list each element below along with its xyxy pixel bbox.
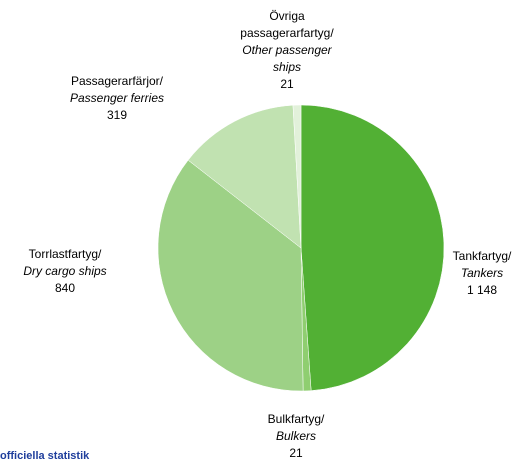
- category-label-en: Dry cargo ships: [23, 264, 107, 278]
- data-label: 21: [280, 77, 294, 91]
- data-label: 1 148: [466, 283, 498, 297]
- category-label: Passagerarfärjor/: [70, 74, 164, 88]
- slice-label: Övriga passagerarfartyg/Other passenger …: [231, 8, 343, 93]
- pie-slice: [292, 104, 302, 249]
- pie-slice: [187, 104, 302, 249]
- category-label-en: Passenger ferries: [69, 91, 165, 105]
- slice-label: Tankfartyg/Tankers 1 148: [432, 248, 525, 299]
- category-label-en: Bulkers: [275, 429, 316, 443]
- pie-slice: [157, 159, 304, 392]
- category-label: Övriga passagerarfartyg/: [240, 9, 334, 40]
- slice-label: Bulkfartyg/Bulkers 21: [246, 411, 346, 462]
- data-label: 840: [54, 281, 76, 295]
- category-label: Tankfartyg/: [452, 249, 512, 263]
- slice-label: Torrlastfartyg/Dry cargo ships 840: [0, 246, 130, 297]
- category-label: Bulkfartyg/: [267, 412, 325, 426]
- pie-slice: [300, 104, 445, 391]
- category-label-en: Tankers: [460, 266, 504, 280]
- data-label: 21: [289, 446, 303, 460]
- category-label: Torrlastfartyg/: [28, 247, 102, 261]
- footer: officiella statistik: [0, 450, 90, 462]
- slice-label: Passagerarfärjor/Passenger ferries 319: [52, 73, 182, 124]
- category-label-en: Other passenger ships: [242, 43, 332, 74]
- data-label: 319: [106, 108, 128, 122]
